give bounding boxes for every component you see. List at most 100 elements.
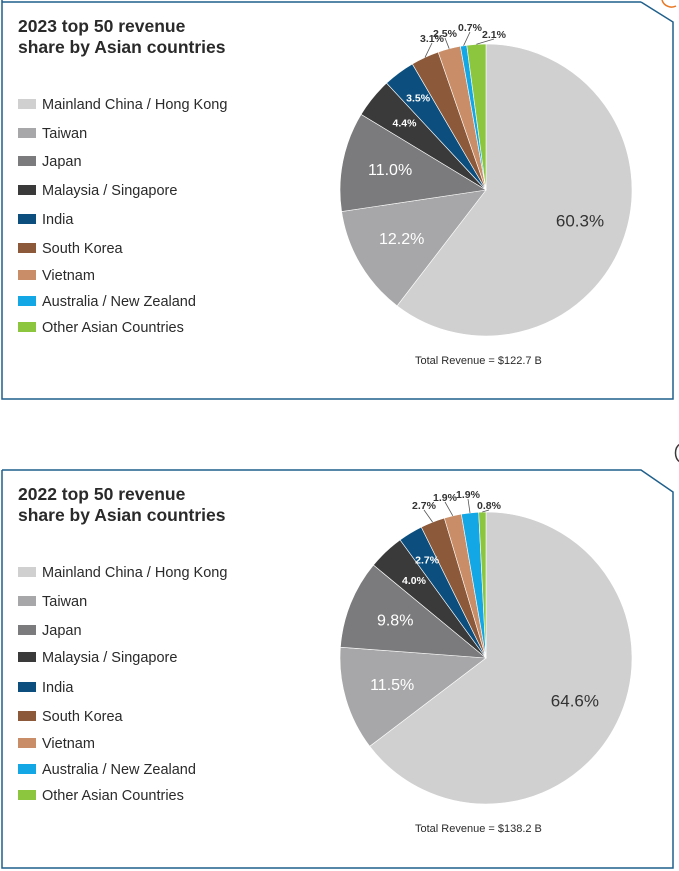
legend-swatch bbox=[18, 682, 36, 693]
legend-label: Australia / New Zealand bbox=[42, 294, 196, 310]
legend-label: Japan bbox=[42, 623, 82, 639]
legend-label: Mainland China / Hong Kong bbox=[42, 97, 228, 113]
legend-swatch bbox=[18, 270, 36, 281]
legend-swatch bbox=[18, 711, 36, 722]
legend-item: Other Asian Countries bbox=[18, 319, 184, 337]
legend-swatch bbox=[18, 567, 36, 578]
legend-label: Vietnam bbox=[42, 736, 95, 752]
legend-item: Australia / New Zealand bbox=[18, 761, 196, 779]
legend-label: South Korea bbox=[42, 241, 123, 257]
label-leader-line bbox=[424, 42, 433, 58]
slice-data-label: 60.3% bbox=[556, 211, 604, 230]
slice-data-label: 1.9% bbox=[456, 489, 481, 501]
legend-swatch bbox=[18, 322, 36, 333]
legend-swatch bbox=[18, 156, 36, 167]
pie-slice bbox=[339, 113, 487, 212]
pie-slice bbox=[341, 189, 487, 307]
chart-title-line-2: share by Asian countries bbox=[18, 37, 226, 57]
chart-title: 2022 top 50 revenue share by Asian count… bbox=[18, 484, 225, 526]
pie-chart: 60.3% 12.2% 11.0% 4.4% 3.5% 3.1%2.5% 0.7%2.1% bbox=[339, 22, 633, 337]
decorative-arc bbox=[661, 0, 677, 8]
label-leader-line bbox=[444, 501, 454, 516]
slice-data-label: 9.8% bbox=[377, 613, 413, 630]
legend-item: Other Asian Countries bbox=[18, 787, 184, 805]
legend-item: Vietnam bbox=[18, 735, 95, 753]
decorative-arc bbox=[674, 443, 679, 463]
chart-title: 2023 top 50 revenue share by Asian count… bbox=[18, 16, 225, 58]
pie-slice bbox=[466, 43, 487, 191]
legend-item: Vietnam bbox=[18, 267, 95, 285]
legend-item: Malaysia / Singapore bbox=[18, 182, 177, 200]
legend-item: Taiwan bbox=[18, 125, 87, 143]
label-leader-line bbox=[463, 31, 471, 46]
slice-data-label: 1.9% bbox=[433, 492, 458, 504]
pie-slice bbox=[396, 43, 633, 337]
chart-title-line-2: share by Asian countries bbox=[18, 505, 226, 525]
legend-item: Japan bbox=[18, 153, 82, 171]
legend-swatch bbox=[18, 296, 36, 307]
legend-swatch bbox=[18, 185, 36, 196]
legend-label: Australia / New Zealand bbox=[42, 762, 196, 778]
legend-item: India bbox=[18, 211, 73, 229]
legend-label: Other Asian Countries bbox=[42, 320, 184, 336]
slice-data-label: 2.7% bbox=[415, 554, 440, 566]
legend-item: Australia / New Zealand bbox=[18, 293, 196, 311]
legend-item: India bbox=[18, 679, 73, 697]
legend-swatch bbox=[18, 99, 36, 110]
legend-item: South Korea bbox=[18, 240, 123, 258]
chart-title-line-1: 2023 top 50 revenue bbox=[18, 16, 186, 36]
slice-data-label: 0.8% bbox=[477, 500, 502, 512]
slice-data-label: 12.2% bbox=[379, 231, 424, 248]
legend-label: Japan bbox=[42, 154, 82, 170]
legend-label: Vietnam bbox=[42, 268, 95, 284]
legend-item: Mainland China / Hong Kong bbox=[18, 96, 227, 114]
slice-data-label: 0.7% bbox=[458, 22, 483, 34]
legend-swatch bbox=[18, 243, 36, 254]
slice-data-label: 11.0% bbox=[368, 162, 412, 179]
legend-swatch bbox=[18, 790, 36, 801]
legend-swatch bbox=[18, 652, 36, 663]
chart-panel-2023: 2023 top 50 revenue share by Asian count… bbox=[0, 0, 679, 402]
legend-item: Japan bbox=[18, 622, 82, 640]
label-leader-line bbox=[482, 509, 490, 513]
total-revenue-label: Total Revenue = $138.2 B bbox=[415, 823, 542, 835]
slice-data-label: 4.0% bbox=[402, 575, 427, 587]
legend-swatch bbox=[18, 128, 36, 139]
legend-swatch bbox=[18, 625, 36, 636]
legend-label: Mainland China / Hong Kong bbox=[42, 565, 228, 581]
legend-swatch bbox=[18, 214, 36, 225]
pie-slice bbox=[339, 646, 487, 747]
chart-title-line-1: 2022 top 50 revenue bbox=[18, 484, 186, 504]
panel-frame bbox=[1, 469, 674, 869]
legend-label: India bbox=[42, 212, 74, 228]
pie-slice bbox=[369, 511, 633, 805]
legend-label: Malaysia / Singapore bbox=[42, 183, 178, 199]
legend-item: Malaysia / Singapore bbox=[18, 649, 177, 667]
label-leader-line bbox=[467, 498, 471, 513]
legend-swatch bbox=[18, 596, 36, 607]
slice-data-label: 64.6% bbox=[551, 692, 599, 711]
legend-label: Malaysia / Singapore bbox=[42, 650, 178, 666]
slice-data-label: 2.5% bbox=[433, 28, 458, 40]
legend-label: Taiwan bbox=[42, 126, 88, 142]
legend-label: Other Asian Countries bbox=[42, 788, 184, 804]
slice-data-label: 2.1% bbox=[482, 29, 507, 41]
legend-label: India bbox=[42, 680, 74, 696]
legend-item: South Korea bbox=[18, 708, 123, 726]
pie-slice bbox=[340, 564, 487, 659]
slice-data-label: 11.5% bbox=[370, 677, 414, 694]
pie-chart: 64.6%11.5%9.8%4.0%2.7%2.7%1.9% 1.9%0.8% bbox=[339, 489, 633, 805]
label-leader-line bbox=[444, 37, 450, 49]
chart-panel-2022: 2022 top 50 revenue share by Asian count… bbox=[0, 443, 679, 871]
legend-item: Taiwan bbox=[18, 593, 87, 611]
label-leader-line bbox=[476, 38, 495, 45]
slice-data-label: 3.1% bbox=[420, 33, 445, 45]
slice-data-label: 2.7% bbox=[412, 500, 437, 512]
legend-item: Mainland China / Hong Kong bbox=[18, 564, 227, 582]
legend-swatch bbox=[18, 764, 36, 775]
legend-label: Taiwan bbox=[42, 594, 88, 610]
label-leader-line bbox=[423, 509, 433, 523]
legend-swatch bbox=[18, 738, 36, 749]
slice-data-label: 3.5% bbox=[406, 92, 431, 104]
total-revenue-label: Total Revenue = $122.7 B bbox=[415, 355, 542, 367]
